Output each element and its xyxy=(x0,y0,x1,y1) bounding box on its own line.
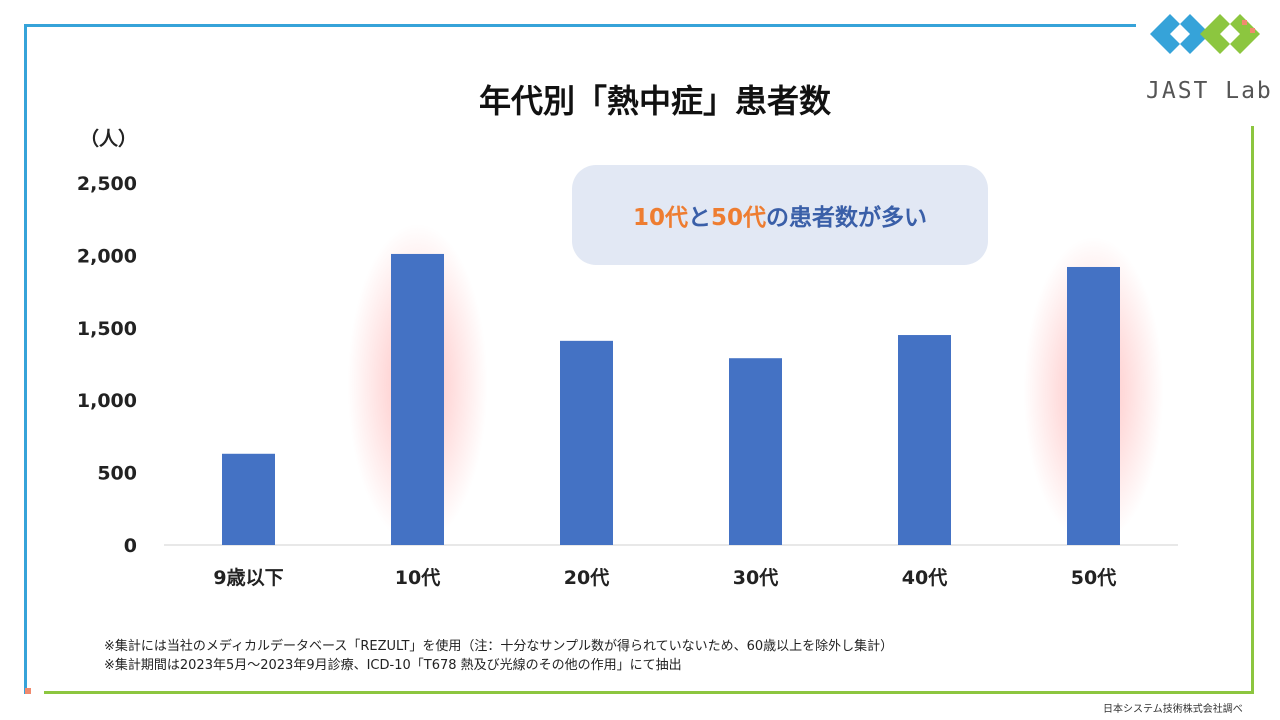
frame-right-line xyxy=(1251,126,1254,694)
bar xyxy=(222,453,275,545)
y-tick-label: 2,000 xyxy=(77,245,137,267)
y-tick-label: 2,500 xyxy=(77,173,137,195)
x-tick-label: 50代 xyxy=(1071,567,1116,589)
logo-text: JAST Lab xyxy=(1146,78,1273,104)
x-tick-label: 9歳以下 xyxy=(213,567,283,589)
chart-title: 年代別「熱中症」患者数 xyxy=(478,82,831,120)
x-tick-label: 30代 xyxy=(733,567,778,589)
bar xyxy=(898,335,951,545)
bar xyxy=(729,358,782,545)
y-tick-label: 1,500 xyxy=(77,318,137,340)
callout-highlight-50s: 50代 xyxy=(711,205,767,231)
footnote-line-1: ※集計には当社のメディカルデータベース「REZULT」を使用（注：十分なサンプル… xyxy=(104,639,894,654)
callout-highlight-10s: 10代 xyxy=(632,205,688,231)
y-tick-label: 0 xyxy=(124,535,137,557)
y-tick-label: 1,000 xyxy=(77,390,137,412)
frame-top-line xyxy=(24,24,1136,27)
corner-accent-dot xyxy=(25,688,31,694)
x-tick-label: 10代 xyxy=(395,567,440,589)
callout-connector: と xyxy=(688,205,711,231)
bar xyxy=(1067,266,1120,545)
callout-text: の患者数が多い xyxy=(766,205,928,231)
bar xyxy=(560,340,613,545)
jast-lab-logo-icon xyxy=(1150,14,1260,54)
x-tick-label: 40代 xyxy=(902,567,947,589)
y-tick-label: 500 xyxy=(97,463,137,485)
callout-box: 10代と 50代 の患者数が多い xyxy=(572,165,988,265)
x-tick-label: 20代 xyxy=(564,567,609,589)
y-axis-unit-label: （人） xyxy=(80,128,138,150)
source-credit: 日本システム技術株式会社調べ xyxy=(1103,704,1243,715)
bar xyxy=(391,253,444,545)
footnote-line-2: ※集計期間は2023年5月～2023年9月診療、ICD-10「T678 熱及び光… xyxy=(104,658,682,673)
frame-left-line xyxy=(24,24,27,694)
frame-bottom-line xyxy=(44,691,1254,694)
footnotes: ※集計には当社のメディカルデータベース「REZULT」を使用（注：十分なサンプル… xyxy=(104,637,893,675)
